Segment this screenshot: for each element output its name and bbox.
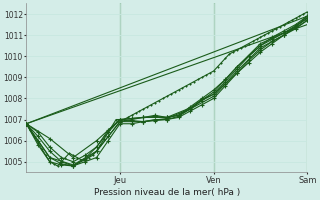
X-axis label: Pression niveau de la mer( hPa ): Pression niveau de la mer( hPa )	[94, 188, 240, 197]
